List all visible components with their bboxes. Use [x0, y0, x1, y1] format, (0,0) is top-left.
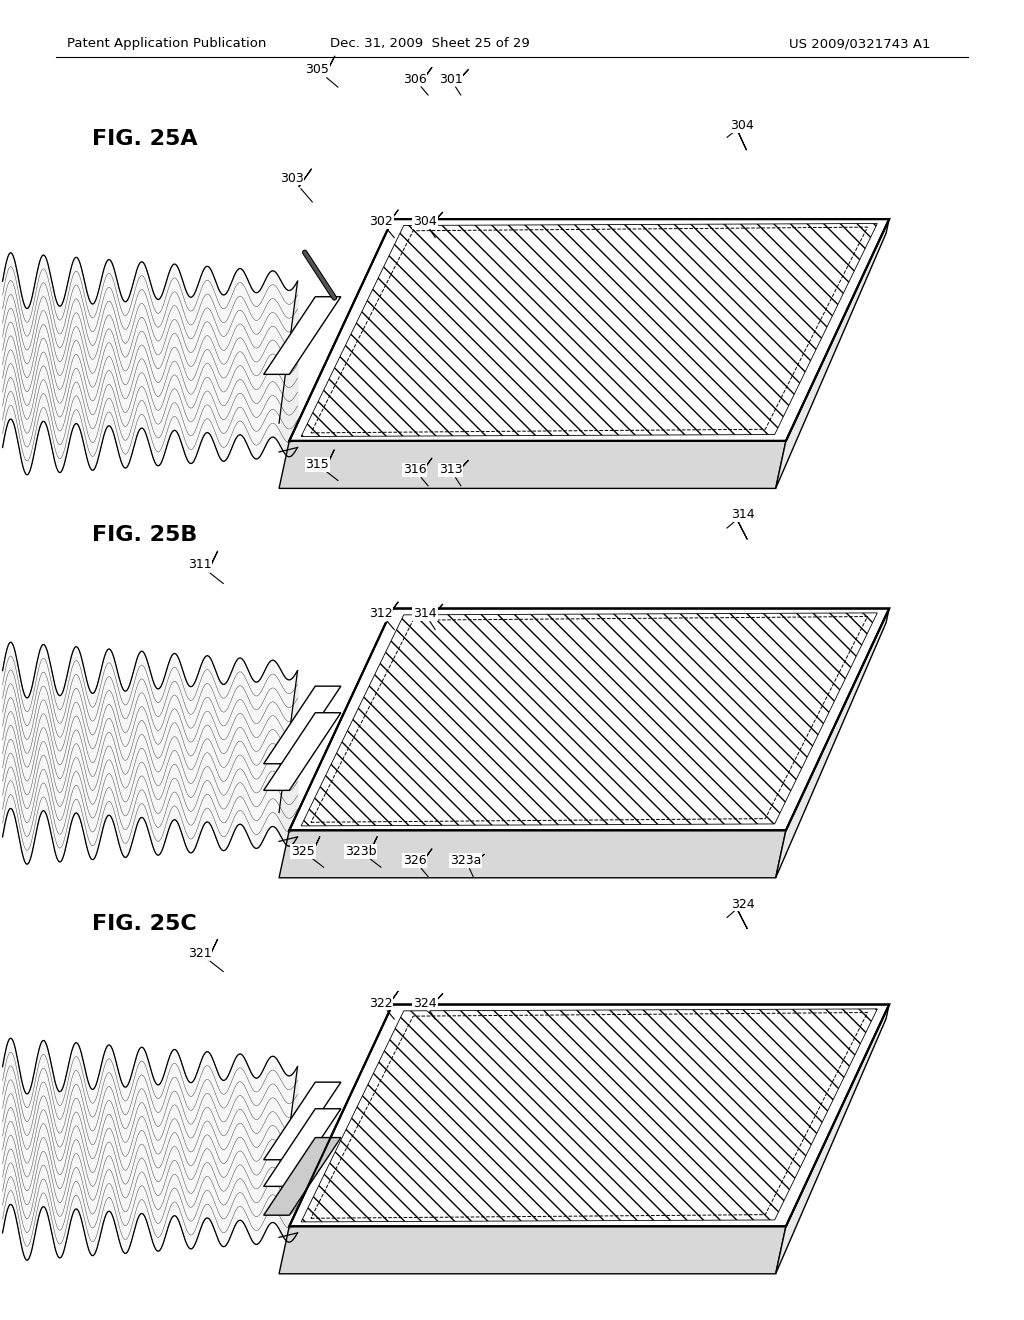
Text: 314: 314 [730, 508, 755, 521]
Text: 323a: 323a [451, 854, 481, 867]
Text: 315: 315 [305, 458, 330, 471]
Text: 324: 324 [730, 898, 755, 911]
Text: 305: 305 [305, 63, 330, 77]
Polygon shape [290, 219, 889, 441]
Polygon shape [776, 219, 889, 488]
Text: 321: 321 [187, 946, 212, 960]
Text: 311: 311 [187, 558, 212, 572]
Text: Patent Application Publication: Patent Application Publication [67, 37, 266, 50]
Text: 301: 301 [438, 73, 463, 86]
Polygon shape [264, 713, 341, 791]
Text: 314: 314 [413, 607, 437, 620]
Text: 316: 316 [402, 463, 427, 477]
Text: 303: 303 [280, 172, 304, 185]
Text: US 2009/0321743 A1: US 2009/0321743 A1 [790, 37, 931, 50]
Polygon shape [264, 1138, 341, 1216]
Text: Dec. 31, 2009  Sheet 25 of 29: Dec. 31, 2009 Sheet 25 of 29 [330, 37, 530, 50]
Polygon shape [301, 223, 878, 437]
Polygon shape [776, 1005, 889, 1274]
Text: FIG. 25B: FIG. 25B [92, 524, 198, 545]
Polygon shape [290, 1005, 889, 1226]
Polygon shape [301, 1008, 878, 1222]
Polygon shape [279, 830, 786, 878]
Polygon shape [290, 609, 889, 830]
Text: 324: 324 [413, 997, 437, 1010]
Polygon shape [264, 1109, 341, 1187]
Text: 323b: 323b [345, 845, 376, 858]
Polygon shape [264, 1082, 341, 1160]
Text: 306: 306 [402, 73, 427, 86]
Polygon shape [776, 609, 889, 878]
Text: 326: 326 [402, 854, 427, 867]
Polygon shape [301, 612, 878, 826]
Polygon shape [279, 1226, 786, 1274]
Text: 304: 304 [730, 119, 755, 132]
Text: 313: 313 [438, 463, 463, 477]
Text: 322: 322 [369, 997, 393, 1010]
Text: 302: 302 [369, 215, 393, 228]
Text: FIG. 25A: FIG. 25A [92, 128, 198, 149]
Text: 304: 304 [413, 215, 437, 228]
Polygon shape [279, 441, 786, 488]
Polygon shape [264, 686, 341, 764]
Text: 325: 325 [291, 845, 315, 858]
Text: FIG. 25C: FIG. 25C [92, 913, 197, 935]
Text: 312: 312 [369, 607, 393, 620]
Polygon shape [264, 297, 341, 375]
